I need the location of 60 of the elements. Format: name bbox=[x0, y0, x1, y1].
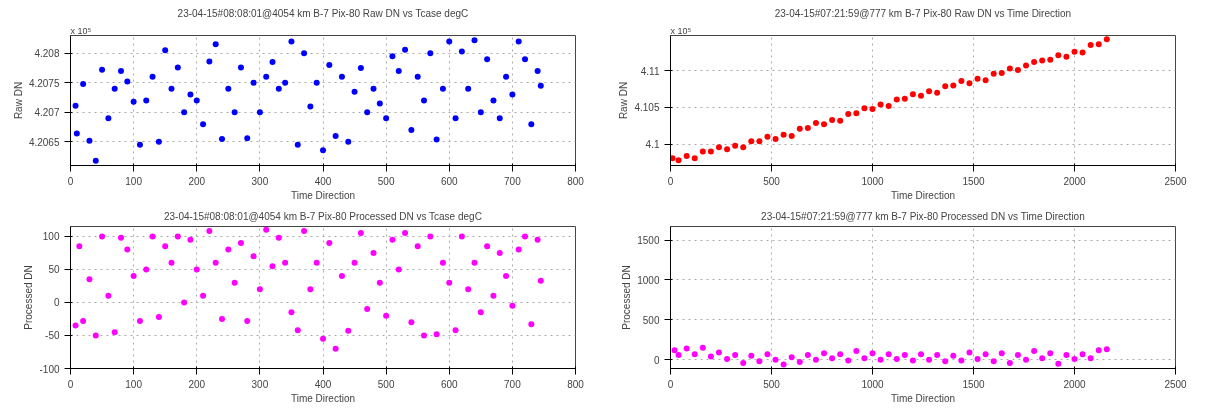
x-tick-label: 0 bbox=[667, 175, 674, 187]
x-tick-label: 400 bbox=[314, 175, 332, 187]
y-tick-label: 4.1 bbox=[645, 139, 660, 151]
y-tick-label: 4.11 bbox=[640, 65, 660, 77]
x-axis-title: Time Direction bbox=[290, 189, 356, 201]
y-tick-label: 4.208 bbox=[34, 48, 60, 60]
annotation: x 10⁵ bbox=[670, 25, 692, 36]
x-tick-label: 600 bbox=[440, 378, 459, 390]
x-tick-label: 500 bbox=[763, 175, 781, 187]
x-tick-label: 1500 bbox=[962, 378, 986, 390]
x-tick-label: 500 bbox=[763, 378, 781, 390]
y-tick-label: 4.2075 bbox=[28, 77, 60, 89]
x-tick-label: 200 bbox=[188, 175, 206, 187]
y-tick-label: 4.2065 bbox=[28, 136, 60, 148]
x-tick-label: 2500 bbox=[1164, 175, 1188, 187]
x-tick-label: 300 bbox=[251, 175, 269, 187]
x-tick-label: 700 bbox=[504, 175, 522, 187]
x-tick-label: 200 bbox=[188, 378, 206, 390]
x-tick-label: 800 bbox=[567, 175, 585, 187]
x-tick-label: 2000 bbox=[1063, 175, 1087, 187]
chart-title: 23-04-15#08:08:01@4054 km B-7 Pix-80 Processed DN vs Tcase degC bbox=[163, 210, 482, 222]
x-tick-label: 800 bbox=[567, 378, 585, 390]
chart-title: 23-04-15#07:21:59@777 km B-7 Pix-80 Processed DN vs Time Direction bbox=[761, 210, 1085, 222]
y-tick-label: 0 bbox=[53, 297, 60, 309]
y-tick-label: 50 bbox=[48, 264, 60, 276]
y-axis-title: Raw DN bbox=[618, 81, 630, 120]
y-tick-label: 500 bbox=[642, 314, 660, 326]
x-tick-label: 500 bbox=[377, 175, 395, 187]
x-tick-label: 100 bbox=[125, 175, 143, 187]
x-tick-label: 2000 bbox=[1063, 378, 1087, 390]
x-tick-label: 100 bbox=[125, 378, 143, 390]
y-tick-label: 4.207 bbox=[34, 107, 60, 119]
x-axis-title: Time Direction bbox=[890, 189, 956, 201]
x-axis-title: Time Direction bbox=[290, 392, 356, 404]
x-tick-label: 700 bbox=[504, 378, 522, 390]
x-tick-label: 1000 bbox=[861, 175, 885, 187]
y-tick-label: 0 bbox=[653, 354, 660, 366]
y-tick-label: 1500 bbox=[637, 235, 660, 247]
x-tick-label: 300 bbox=[251, 378, 269, 390]
x-tick-label: 400 bbox=[314, 378, 332, 390]
x-tick-label: 0 bbox=[67, 378, 74, 390]
x-tick-label: 1000 bbox=[861, 378, 885, 390]
x-tick-label: 0 bbox=[667, 378, 674, 390]
y-axis-title: Processed DN bbox=[23, 265, 35, 330]
x-tick-label: 2500 bbox=[1164, 378, 1188, 390]
y-tick-label: 4.105 bbox=[634, 102, 660, 114]
chart-title: 23-04-15#08:08:01@4054 km B-7 Pix-80 Raw DN vs Tcase degC bbox=[177, 7, 469, 19]
y-tick-label: 100 bbox=[42, 231, 60, 243]
x-tick-label: 1500 bbox=[962, 175, 986, 187]
y-tick-label: -100 bbox=[39, 363, 60, 375]
chart-title: 23-04-15#07:21:59@777 km B-7 Pix-80 Raw DN vs Time Direction bbox=[774, 7, 1072, 19]
y-axis-title: Raw DN bbox=[12, 81, 24, 120]
y-tick-label: 1000 bbox=[637, 274, 660, 286]
y-tick-label: -50 bbox=[45, 330, 60, 342]
x-tick-label: 500 bbox=[377, 378, 395, 390]
y-axis-title: Processed DN bbox=[621, 265, 633, 330]
text: x 10⁵ bbox=[70, 25, 92, 36]
x-tick-label: 600 bbox=[440, 175, 459, 187]
x-axis-title: Time Direction bbox=[890, 392, 956, 404]
x-tick-label: 0 bbox=[67, 175, 74, 187]
